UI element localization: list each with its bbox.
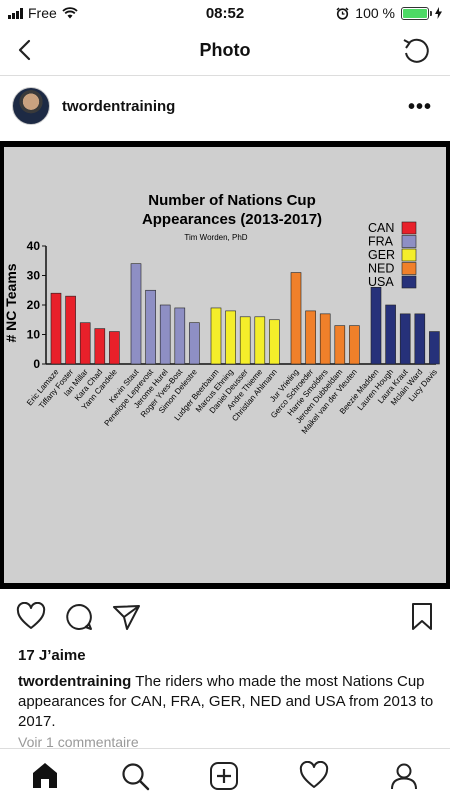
bar xyxy=(50,292,62,365)
bar xyxy=(94,328,106,365)
y-tick-label: 10 xyxy=(27,328,41,342)
bar xyxy=(399,313,411,365)
post-header: twordentraining ••• xyxy=(0,82,450,132)
bar xyxy=(254,316,266,365)
post-caption: twordentraining The riders who made the … xyxy=(18,672,438,732)
bar xyxy=(65,295,76,365)
signal-icon xyxy=(8,7,23,19)
bar xyxy=(349,325,360,365)
battery-percent: 100 % xyxy=(355,5,395,21)
legend-swatch xyxy=(401,221,417,235)
likes-count[interactable]: 17 J’aime xyxy=(18,647,86,664)
status-bar: Free 08:52 100 % xyxy=(0,0,450,26)
chart-title-line2: Appearances (2013-2017) xyxy=(142,211,322,228)
avatar[interactable] xyxy=(12,87,50,125)
bar xyxy=(109,331,120,365)
legend-label: NED xyxy=(368,262,394,276)
clock: 08:52 xyxy=(205,5,245,22)
bar xyxy=(189,322,200,365)
alarm-icon xyxy=(336,6,349,20)
legend-label: USA xyxy=(368,275,394,289)
share-icon[interactable] xyxy=(112,602,142,632)
post-image[interactable]: Number of Nations Cup Appearances (2013-… xyxy=(0,141,450,589)
bar xyxy=(334,325,346,365)
chart-subtitle: Tim Worden, PhD xyxy=(184,233,247,242)
y-axis-label: # NC Teams xyxy=(4,263,19,342)
page-title: Photo xyxy=(199,40,251,60)
bar xyxy=(429,331,440,365)
chart-title: Number of Nations Cup xyxy=(148,192,316,209)
bar xyxy=(305,310,316,365)
y-tick-label: 30 xyxy=(27,269,41,283)
more-options-icon[interactable]: ••• xyxy=(407,96,432,118)
legend-swatch xyxy=(401,262,417,275)
tab-bar xyxy=(0,748,450,800)
heart-icon[interactable] xyxy=(16,602,46,630)
carrier-label: Free xyxy=(28,5,57,21)
action-bar xyxy=(0,598,450,638)
bar xyxy=(174,307,186,365)
bar xyxy=(225,310,236,365)
legend-label: GER xyxy=(368,248,395,262)
activity-heart-icon[interactable] xyxy=(299,761,329,789)
bar xyxy=(130,263,142,365)
legend-label: FRA xyxy=(368,235,394,249)
profile-icon[interactable] xyxy=(389,761,419,791)
caption-username[interactable]: twordentraining xyxy=(18,673,132,690)
bar xyxy=(319,313,331,365)
legend-swatch xyxy=(401,248,417,262)
bar xyxy=(385,304,396,365)
bar xyxy=(239,316,251,365)
nav-bar: Photo xyxy=(0,26,450,76)
wifi-icon xyxy=(62,7,78,19)
bar xyxy=(159,304,171,365)
bar-chart: Number of Nations Cup Appearances (2013-… xyxy=(3,192,440,436)
post-username[interactable]: twordentraining xyxy=(62,98,176,115)
chart-area: Number of Nations Cup Appearances (2013-… xyxy=(3,147,446,583)
battery-icon xyxy=(401,6,432,20)
caption-text: The riders who made the most Nations Cup… xyxy=(18,673,434,730)
legend-swatch xyxy=(401,235,417,248)
bar xyxy=(269,319,280,365)
legend-label: CAN xyxy=(368,221,394,235)
view-comments-link[interactable]: Voir 1 commentaire xyxy=(18,734,139,750)
home-icon[interactable] xyxy=(30,761,60,789)
refresh-icon[interactable] xyxy=(400,35,432,67)
bars xyxy=(50,263,440,365)
back-arrow-icon[interactable] xyxy=(12,36,40,64)
y-tick-label: 20 xyxy=(27,298,41,312)
charging-icon xyxy=(435,7,442,19)
bookmark-icon[interactable] xyxy=(410,602,434,632)
bar xyxy=(290,272,302,365)
bar xyxy=(414,313,426,365)
bar xyxy=(145,289,156,365)
legend-swatch xyxy=(401,275,417,289)
comment-icon[interactable] xyxy=(64,602,94,632)
search-icon[interactable] xyxy=(120,761,150,791)
bar xyxy=(79,322,91,365)
add-post-icon[interactable] xyxy=(209,761,239,791)
bar xyxy=(370,287,382,365)
y-tick-label: 40 xyxy=(27,239,41,253)
y-tick-label: 0 xyxy=(33,357,40,371)
bar xyxy=(210,307,222,365)
